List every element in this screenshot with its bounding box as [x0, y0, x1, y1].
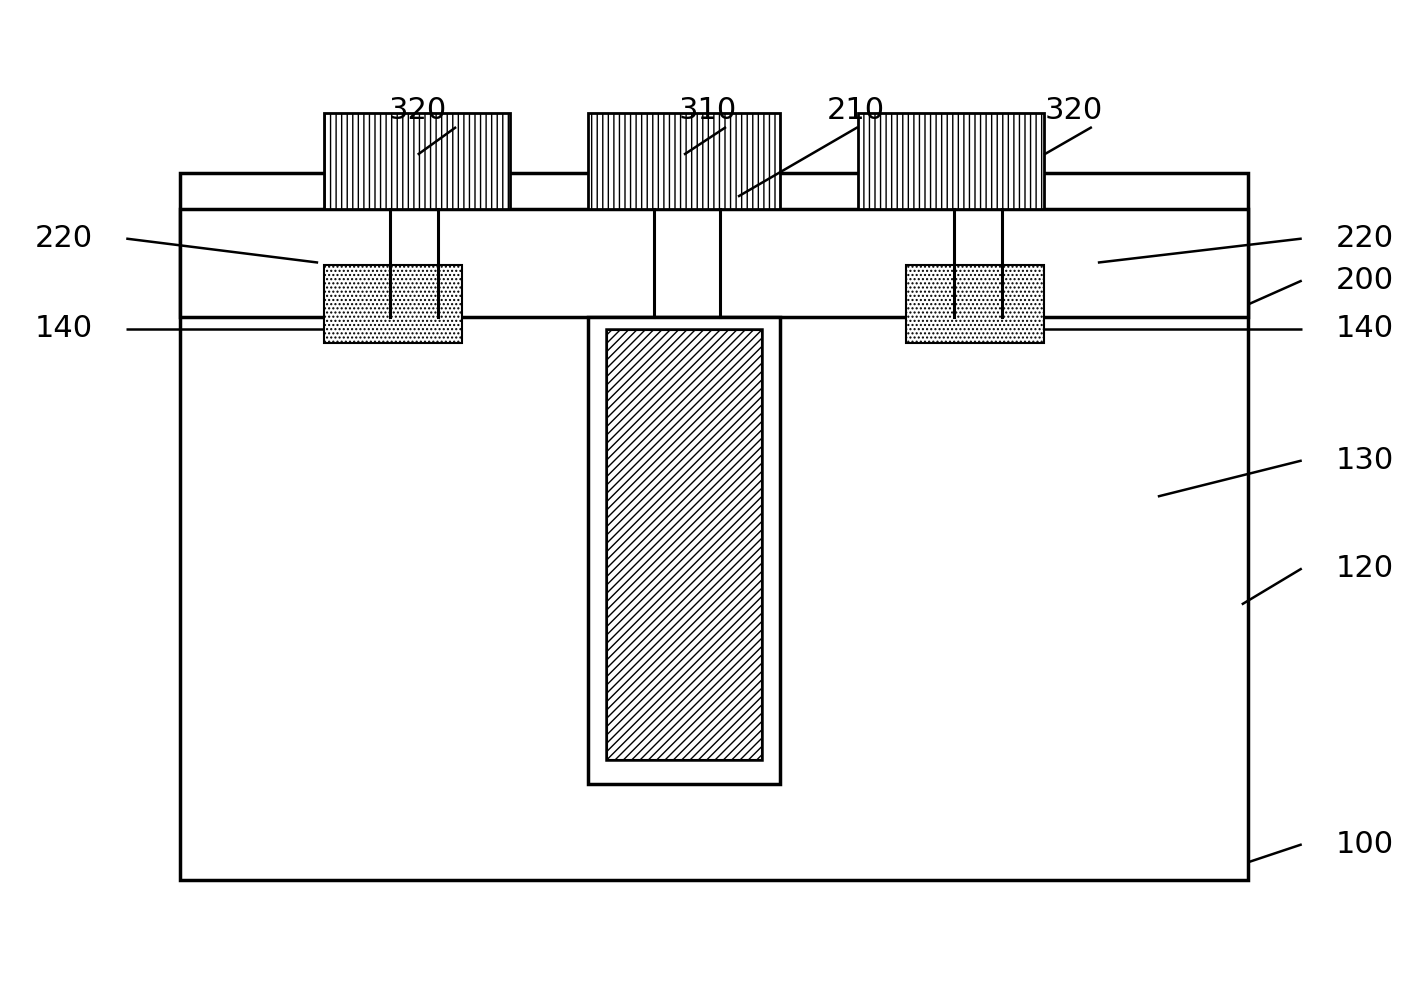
Text: 100: 100 [1335, 830, 1394, 859]
Bar [588, 112, 780, 209]
Bar [324, 265, 463, 343]
Text: 130: 130 [1335, 446, 1394, 475]
Bar [605, 329, 763, 761]
Text: 120: 120 [1335, 554, 1394, 583]
Bar [324, 112, 510, 209]
Bar [588, 317, 780, 784]
Text: 210: 210 [827, 95, 884, 125]
Text: 220: 220 [1335, 224, 1394, 253]
Bar [180, 209, 1248, 317]
Text: 140: 140 [34, 314, 93, 343]
Text: 310: 310 [678, 95, 737, 125]
Text: 220: 220 [34, 224, 93, 253]
Text: 320: 320 [388, 95, 447, 125]
Bar [858, 112, 1044, 209]
Bar [905, 265, 1044, 343]
Text: 320: 320 [1045, 95, 1102, 125]
Bar [180, 173, 1248, 881]
Bar [607, 330, 761, 760]
Text: 200: 200 [1335, 266, 1394, 295]
Text: 140: 140 [1335, 314, 1394, 343]
